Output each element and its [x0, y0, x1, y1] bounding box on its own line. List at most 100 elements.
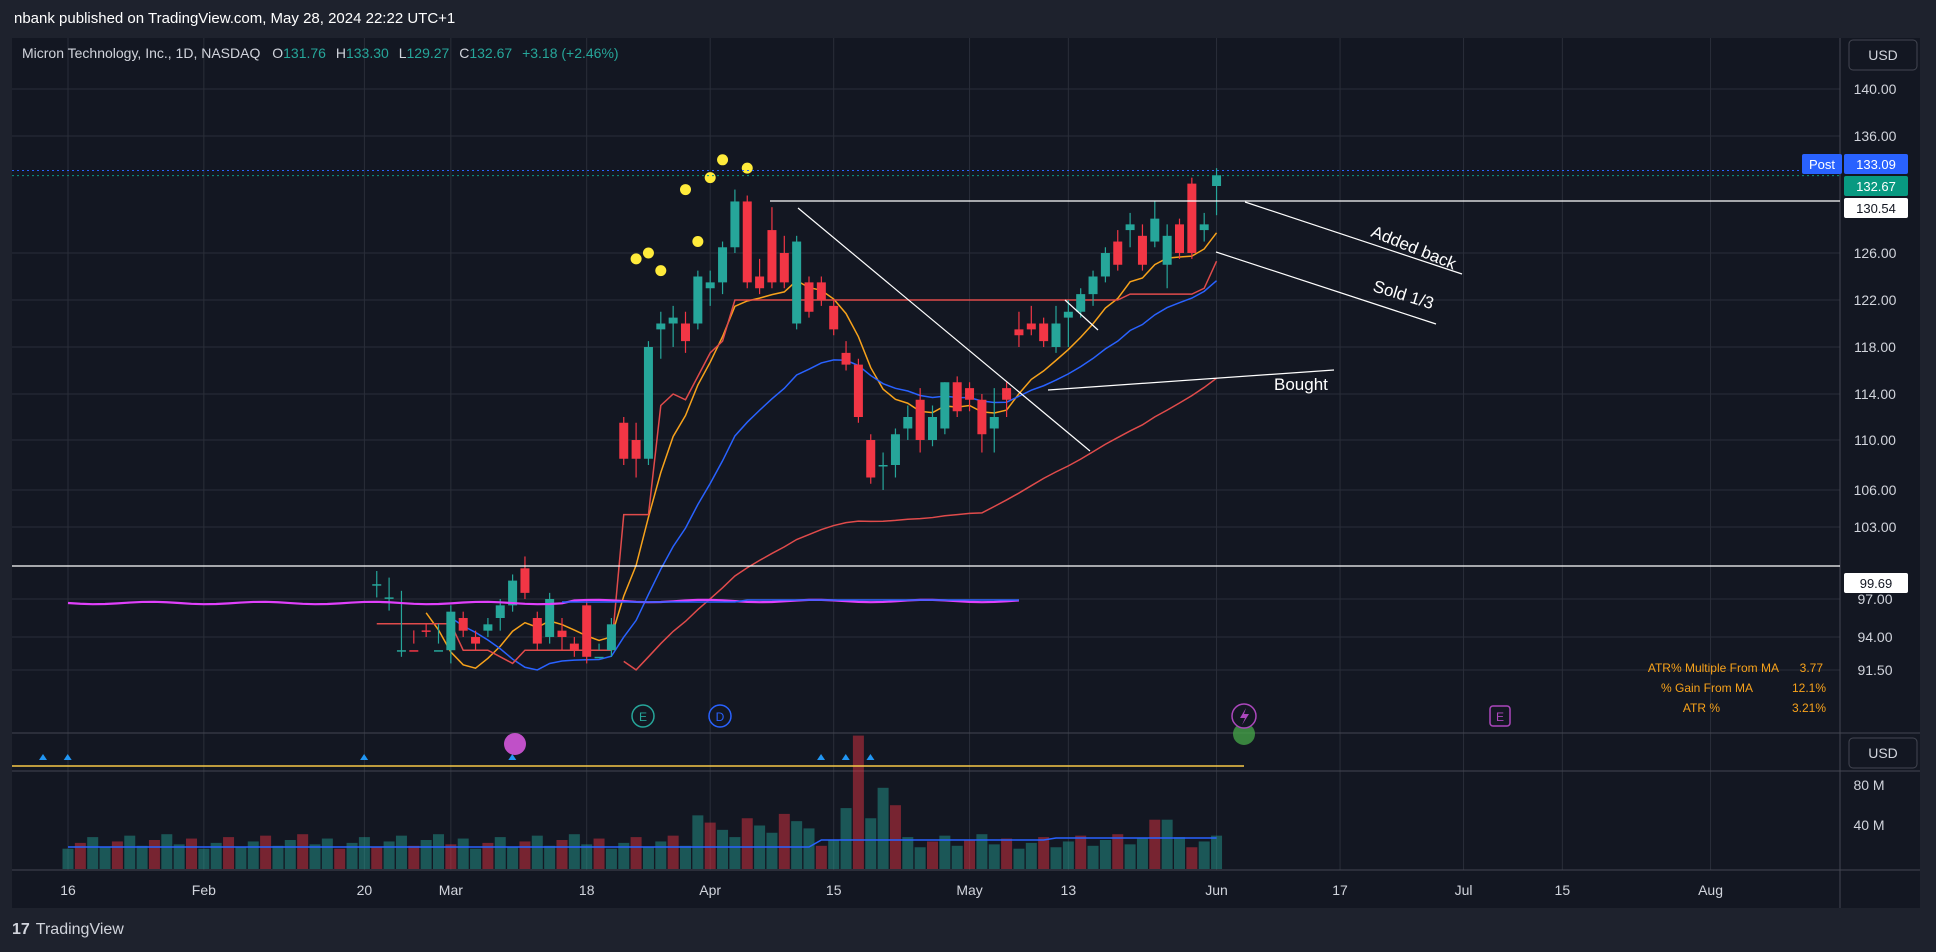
volume-bar — [544, 845, 556, 869]
candle-body — [742, 201, 752, 283]
volume-bar — [383, 841, 395, 869]
svg-text:Micron Technology, Inc., 1D, N: Micron Technology, Inc., 1D, NASDAQ O131… — [22, 45, 619, 61]
signal-dot — [741, 162, 753, 174]
volume-bar — [927, 841, 938, 869]
signal-dot — [630, 253, 642, 265]
volume-bar — [642, 847, 654, 869]
volume-bar — [630, 837, 642, 869]
bought-line — [1047, 369, 1335, 391]
signal-dot — [680, 184, 691, 196]
volume-bar — [321, 838, 333, 869]
candle-body — [792, 241, 802, 324]
earnings-marker[interactable]: E — [631, 704, 655, 728]
candle-body — [1088, 276, 1098, 295]
trend-line-down — [797, 207, 1091, 452]
volume-bar — [1013, 848, 1025, 869]
dividend-marker[interactable]: D — [708, 704, 732, 728]
volume-bar — [988, 844, 1000, 869]
price-tick-label: 97.00 — [1857, 591, 1892, 607]
open-value: 131.76 — [283, 45, 326, 61]
volume-bar — [74, 842, 86, 869]
price-tick-label: 110.00 — [1854, 432, 1896, 448]
candle-body — [730, 201, 740, 248]
volume-bar — [1186, 847, 1198, 869]
indicator-marker-purple — [504, 733, 526, 755]
volume-bar — [791, 821, 803, 869]
volume-bar — [1062, 841, 1074, 869]
volume-bar — [433, 834, 444, 869]
sma-long-line — [623, 377, 1217, 671]
line2-price: 99.69 — [1860, 576, 1893, 591]
volume-bar — [99, 847, 111, 869]
time-tick-label: Jul — [1455, 882, 1473, 898]
indicator-line-2 — [562, 599, 1019, 603]
volume-bar — [1198, 841, 1210, 869]
time-tick-label: 13 — [1061, 882, 1077, 898]
volume-bar — [1099, 840, 1111, 869]
volume-bar — [951, 845, 963, 869]
low-value: 129.27 — [407, 45, 450, 61]
volume-bar — [902, 837, 914, 869]
post-price: 133.09 — [1856, 157, 1896, 172]
volume-bar — [828, 840, 840, 869]
volume-bar — [852, 735, 864, 869]
top-bar: nbank published on TradingView.com, May … — [0, 0, 1936, 38]
candle-body — [458, 618, 468, 631]
line-price-badge-2: 99.69 — [1844, 573, 1908, 593]
stat-label-atr: ATR % — [1683, 701, 1720, 715]
candle-body — [582, 605, 592, 657]
candle-body — [643, 347, 653, 459]
signal-dot — [717, 154, 729, 166]
volume-bar — [136, 845, 148, 869]
future-earnings-marker[interactable]: E — [1489, 705, 1511, 727]
candle-body — [1212, 175, 1222, 186]
volume-bar — [717, 829, 729, 869]
candle-body — [409, 650, 419, 652]
volume-bar — [655, 841, 667, 869]
post-label: Post — [1809, 157, 1835, 172]
candle-body — [1051, 323, 1061, 347]
signal-dot — [655, 265, 667, 277]
candle-body — [1125, 224, 1135, 231]
volume-bar — [976, 834, 988, 869]
currency-button-main[interactable]: USD — [1848, 39, 1918, 71]
time-tick-label: Apr — [699, 882, 721, 898]
stat-value-atr-multiple: 3.77 — [1800, 661, 1824, 675]
currency-main-label: USD — [1868, 47, 1898, 63]
candle-body — [693, 276, 703, 324]
currency-button-sub[interactable]: USD — [1848, 737, 1918, 769]
price-tick-label: 136.00 — [1854, 128, 1897, 144]
volume-bar — [223, 837, 235, 869]
line-price-badge-1: 130.54 — [1844, 198, 1908, 218]
price-tick-label: 94.00 — [1857, 629, 1892, 645]
indicator-arrow — [39, 754, 47, 760]
candle-body — [866, 440, 876, 478]
volume-bar — [964, 840, 976, 869]
price-chart[interactable]: 91.50 94.00 97.00 103.00 106.00 110.00 114.00 1… — [0, 38, 1936, 910]
volume-tick-label: 80 M — [1853, 777, 1884, 793]
candle-body — [804, 282, 814, 312]
volume-bar — [581, 844, 593, 869]
volume-bar — [1161, 819, 1173, 869]
candle-body — [434, 650, 443, 652]
candle-body — [557, 630, 567, 637]
candle-body — [1150, 218, 1160, 242]
candle-body — [928, 417, 937, 440]
high-value: 133.30 — [346, 45, 389, 61]
stats-table: ATR% Multiple From MA 3.77 % Gain From M… — [1648, 661, 1826, 715]
symbol-name: Micron Technology, Inc., 1D, NASDAQ — [22, 45, 260, 61]
signal-dots — [630, 154, 753, 277]
volume-bar — [680, 845, 691, 869]
volume-bar — [148, 840, 160, 869]
indicator-marker-green — [1233, 723, 1255, 745]
candle-body — [396, 650, 406, 652]
change-value: +3.18 (+2.46%) — [522, 45, 619, 61]
volume-bar — [667, 835, 679, 869]
candle-body — [940, 382, 950, 429]
stat-label-gain: % Gain From MA — [1661, 681, 1753, 695]
volume-bar — [556, 840, 568, 869]
volume-bar — [284, 840, 296, 869]
volume-bar — [692, 815, 704, 869]
volume-bar — [395, 835, 407, 869]
flash-icon[interactable] — [1231, 703, 1257, 729]
